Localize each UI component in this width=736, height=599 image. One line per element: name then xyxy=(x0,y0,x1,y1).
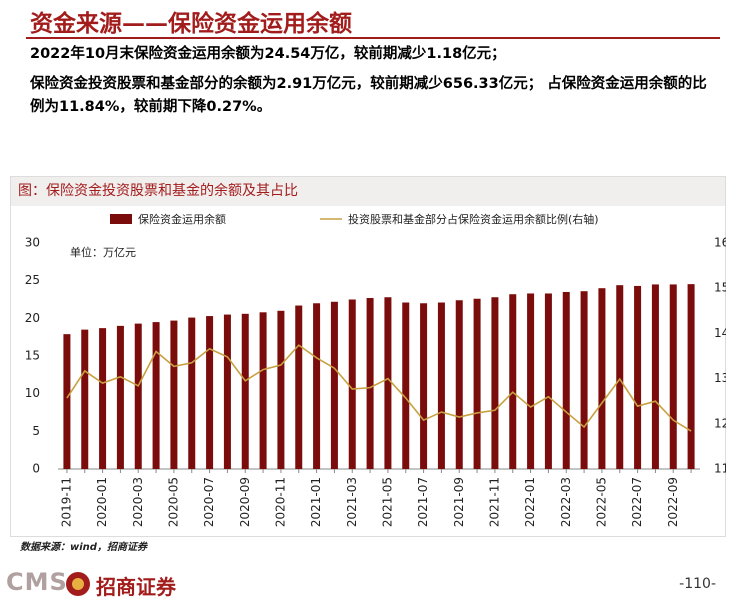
bar xyxy=(491,297,499,469)
y-tick-label: 20 xyxy=(25,311,40,325)
bar xyxy=(687,284,695,469)
logo-icon xyxy=(66,572,90,596)
chart: 图：保险资金投资股票和基金的余额及其占比 单位：万亿元 0 5 10 15 20 25 30… xyxy=(10,176,726,537)
bar xyxy=(384,297,392,469)
x-tick-label: 2021-09 xyxy=(452,477,466,527)
y-tick-label: 25 xyxy=(25,273,40,287)
x-tick-label: 2021-07 xyxy=(416,477,430,527)
x-tick-label: 2019-11 xyxy=(59,477,73,527)
bar xyxy=(241,313,249,469)
bar xyxy=(348,299,356,469)
y2-tick-label: 13 xyxy=(714,371,726,385)
y-tick-label: 0 xyxy=(32,462,40,476)
bar xyxy=(473,298,481,469)
page-number: -110- xyxy=(679,576,716,592)
x-tick-label: 2022-03 xyxy=(559,477,573,527)
x-tick-label: 2021-11 xyxy=(487,477,501,527)
bar xyxy=(509,294,517,469)
x-tick-label: 2021-05 xyxy=(380,477,394,527)
bar xyxy=(259,312,267,469)
bar xyxy=(170,320,178,469)
summary-line: 2022年10月末保险资金运用余额为24.54万亿，较前期减少1.18亿元； xyxy=(30,46,506,62)
x-tick-label: 2020-03 xyxy=(131,477,145,527)
legend-label: 保险资金运用余额 xyxy=(138,212,226,226)
bar xyxy=(134,323,142,469)
y-tick-label: 15 xyxy=(25,349,40,363)
bar xyxy=(223,314,231,469)
x-tick-label: 2022-07 xyxy=(630,477,644,527)
bar xyxy=(651,284,659,469)
bar xyxy=(616,285,624,469)
y2-tick-label: 11 xyxy=(714,462,726,476)
bar xyxy=(152,322,160,469)
x-tick-label: 2022-05 xyxy=(594,477,608,527)
unit-note: 单位：万亿元 xyxy=(70,245,136,259)
chart-header-bg xyxy=(10,176,726,206)
bar xyxy=(81,329,89,469)
bar xyxy=(580,291,588,469)
source: 数据来源：wind，招商证券 xyxy=(20,542,147,553)
bar xyxy=(188,317,196,469)
x-tick-label: 2020-01 xyxy=(95,477,109,527)
bar xyxy=(99,328,107,469)
bar xyxy=(562,291,570,469)
y-tick-label: 10 xyxy=(25,386,40,400)
y2-tick-label: 14 xyxy=(714,326,726,340)
bar xyxy=(437,302,445,469)
y-tick-label: 5 xyxy=(32,424,40,438)
y2-tick-label: 12 xyxy=(714,416,726,430)
legend-label: 投资股票和基金部分占保险资金运用余额比例(右轴) xyxy=(348,212,599,226)
bar xyxy=(544,293,552,469)
title-rule xyxy=(26,37,720,39)
line xyxy=(66,344,692,432)
legend-swatch xyxy=(110,214,132,224)
x-tick-label: 2022-09 xyxy=(666,477,680,527)
bar xyxy=(330,301,338,469)
x-tick-label: 2020-05 xyxy=(166,477,180,527)
bar xyxy=(63,334,71,469)
x-tick-label: 2020-07 xyxy=(202,477,216,527)
x-tick-label: 2021-01 xyxy=(309,477,323,527)
x-tick-label: 2020-09 xyxy=(238,477,252,527)
chart-title: 图：保险资金投资股票和基金的余额及其占比 xyxy=(18,182,298,199)
x-tick-label: 2022-01 xyxy=(523,477,537,527)
y-tick-label: 30 xyxy=(25,236,40,250)
bar xyxy=(669,284,677,469)
y2-tick-label: 16 xyxy=(714,236,726,250)
bar xyxy=(116,325,124,469)
bar xyxy=(206,316,214,469)
bar xyxy=(313,303,321,469)
chart-frame xyxy=(10,176,726,537)
bar xyxy=(277,310,285,469)
bar xyxy=(455,300,463,469)
x-tick-label: 2020-11 xyxy=(273,477,287,527)
bar xyxy=(634,285,642,469)
brand-en: CMS xyxy=(6,568,68,596)
summary-line: 保险资金投资股票和基金部分的余额为2.91万亿元，较前期减少656.33亿元； … xyxy=(30,76,707,115)
bar xyxy=(366,297,374,469)
slide-title: 资金来源——保险资金运用余额 xyxy=(30,10,352,37)
bar xyxy=(420,303,428,469)
bar xyxy=(598,288,606,469)
x-tick-label: 2021-03 xyxy=(345,477,359,527)
bar xyxy=(402,302,410,469)
bar xyxy=(527,293,535,469)
brand-cn: 招商证券 xyxy=(96,575,176,599)
bar xyxy=(295,305,303,469)
y2-tick-label: 15 xyxy=(714,281,726,295)
